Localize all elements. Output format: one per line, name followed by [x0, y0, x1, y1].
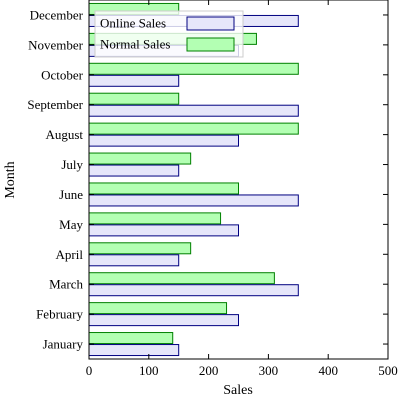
x-tick-label-0: 0: [86, 363, 93, 378]
bar-online-sales-march: [88, 284, 299, 297]
bar-normal-sales-june: [88, 182, 239, 195]
y-tick-label-july: July: [61, 157, 83, 172]
x-tick-label-400: 400: [318, 363, 338, 378]
bar-online-sales-october: [88, 74, 180, 87]
plot-area: [89, 0, 388, 359]
legend: Online Sales Normal Sales: [94, 10, 244, 58]
bar-normal-sales-august: [88, 122, 299, 135]
ticks: 0 100 200 300 400 500 January February March Apri…: [27, 0, 398, 378]
y-tick-label-may: May: [59, 217, 83, 232]
x-tick-label-100: 100: [139, 363, 159, 378]
bar-normal-sales-february: [88, 302, 228, 315]
bar-normal-sales-september: [88, 92, 180, 105]
y-tick-label-march: March: [49, 277, 83, 292]
bar-normal-sales-january: [88, 332, 174, 345]
y-tick-label-october: October: [41, 67, 84, 82]
bar-online-sales-june: [88, 194, 299, 207]
bar-online-sales-july: [88, 164, 180, 177]
bar-online-sales-january: [88, 344, 180, 357]
plot-background: [89, 0, 388, 359]
plot-frame: [88, 0, 389, 360]
legend-swatch-normal-sales: [186, 37, 235, 52]
bar-online-sales-september: [88, 104, 299, 117]
y-tick-label-december: December: [30, 7, 84, 22]
y-tick-label-november: November: [28, 37, 84, 52]
y-tick-label-september: September: [27, 97, 83, 112]
legend-label-online-sales: Online Sales: [100, 16, 166, 31]
bar-normal-sales-may: [88, 212, 222, 225]
y-tick-label-august: August: [45, 127, 83, 142]
y-tick-label-june: June: [59, 187, 83, 202]
bar-normal-sales-april: [88, 242, 192, 255]
x-axis-label: Sales: [223, 383, 253, 398]
y-axis-label: Month: [3, 161, 18, 198]
y-tick-label-january: January: [43, 337, 84, 352]
bar-normal-sales-july: [88, 152, 192, 165]
bar-normal-sales-october: [88, 62, 299, 75]
axes: [88, 0, 389, 360]
bar-online-sales-february: [88, 314, 239, 327]
bar-online-sales-may: [88, 224, 239, 237]
x-tick-label-500: 500: [378, 363, 398, 378]
legend-swatch-online-sales: [186, 16, 235, 31]
bar-online-sales-april: [88, 254, 180, 267]
y-tick-label-april: April: [56, 247, 84, 262]
legend-label-normal-sales: Normal Sales: [100, 37, 170, 52]
y-tick-label-february: February: [36, 307, 83, 322]
x-tick-label-300: 300: [259, 363, 279, 378]
bar-online-sales-august: [88, 134, 239, 147]
bar-normal-sales-march: [88, 272, 275, 285]
x-tick-label-200: 200: [199, 363, 219, 378]
